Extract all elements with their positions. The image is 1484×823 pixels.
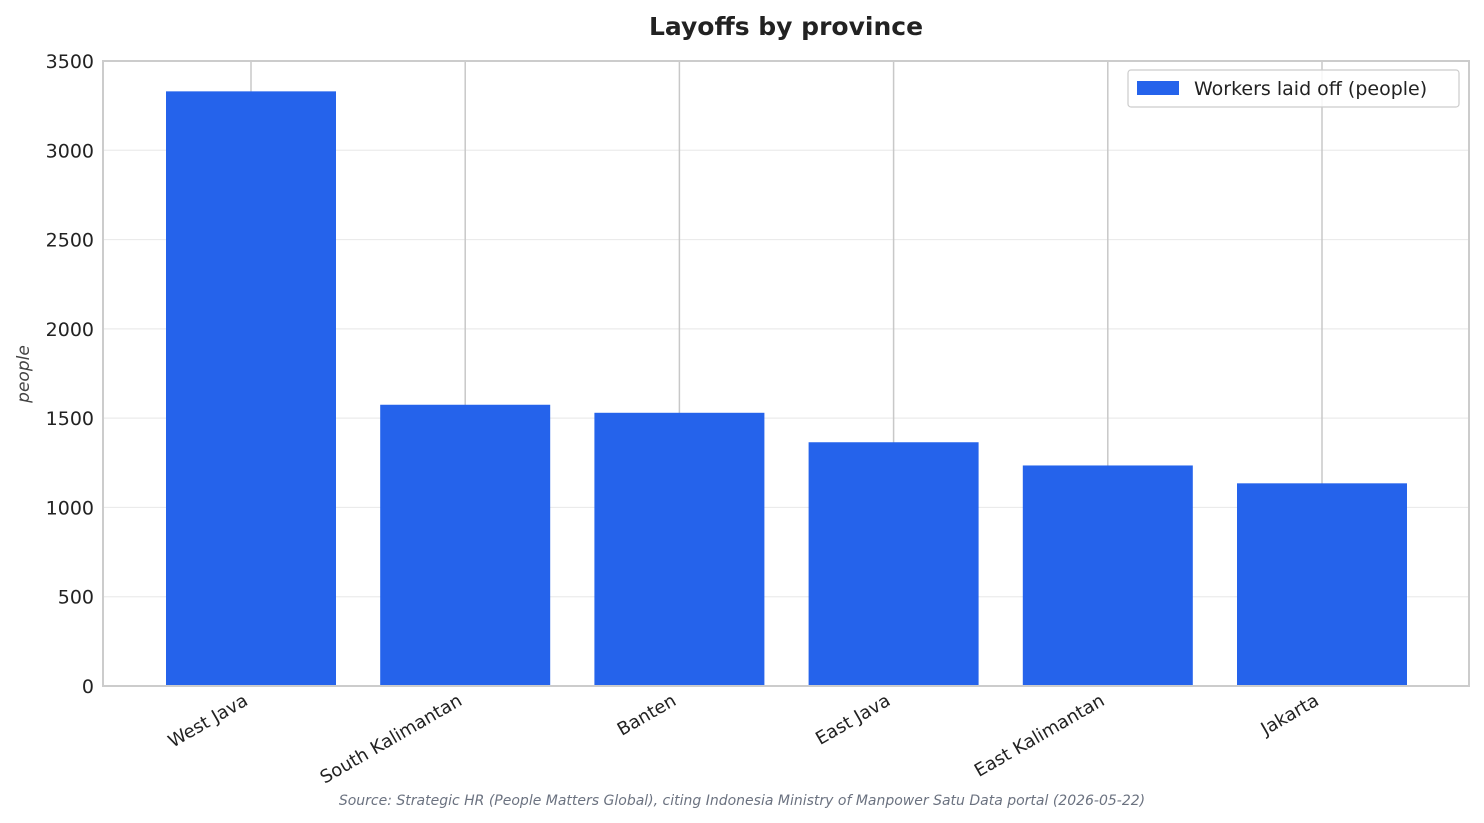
y-tick-label: 500 <box>58 587 94 609</box>
y-tick-label: 0 <box>82 676 94 698</box>
bar-banten <box>594 412 765 686</box>
x-tick-labels: West Java South Kalimantan Banten East Java… <box>165 690 1323 788</box>
bar-west-java <box>166 91 336 687</box>
y-tick-label: 1000 <box>46 497 94 519</box>
x-tick-label: Banten <box>614 690 680 740</box>
x-tick-label: South Kalimantan <box>317 690 466 788</box>
x-tick-label: West Java <box>165 690 252 752</box>
y-tick-label: 1500 <box>46 408 94 430</box>
legend: Workers laid off (people) <box>1127 69 1460 108</box>
x-tick-label: Jakarta <box>1257 690 1323 740</box>
y-tick-label: 2500 <box>46 230 94 252</box>
source-note: Source: Strategic HR (People Matters Glo… <box>339 793 1145 809</box>
x-tick-label: East Java <box>812 690 894 749</box>
bars-layer <box>166 91 1407 687</box>
bar-east-java <box>808 442 979 686</box>
plot-frame <box>102 60 1470 687</box>
legend-box <box>1127 69 1460 108</box>
bar-jakarta <box>1237 483 1407 686</box>
legend-swatch <box>1137 81 1179 95</box>
y-tick-label: 2000 <box>46 319 94 341</box>
y-tick-labels: 0 500 1000 1500 2000 2500 3000 3500 <box>46 51 94 698</box>
legend-label: Workers laid off (people) <box>1194 78 1427 100</box>
bar-east-kalimantan <box>1022 465 1193 686</box>
y-tick-label: 3500 <box>46 51 94 73</box>
bar-south-kalimantan <box>380 404 551 686</box>
x-tick-label: East Kalimantan <box>971 690 1108 781</box>
chart-title: Layoffs by province <box>649 12 923 41</box>
y-axis-label: people <box>14 345 34 404</box>
y-tick-label: 3000 <box>46 140 94 162</box>
